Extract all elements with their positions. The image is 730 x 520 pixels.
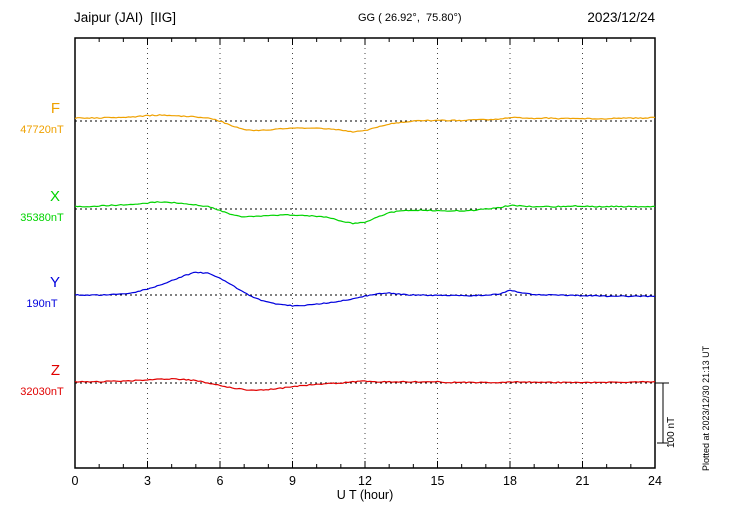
series-label-f: F <box>50 100 60 117</box>
x-tick-label: 21 <box>576 474 590 488</box>
scale-bar-label: 100 nT <box>666 416 677 448</box>
trace-Y <box>74 271 656 307</box>
x-tick-label: 15 <box>431 474 445 488</box>
plot-date: 2023/12/24 <box>587 10 655 25</box>
geographic-coordinates: GG ( 26.92°, 75.80°) <box>358 12 462 24</box>
trace-F <box>74 114 656 133</box>
trace-X <box>74 201 655 225</box>
x-tick-label: 24 <box>648 474 662 488</box>
series-label-y: Y <box>49 274 60 291</box>
plotted-timestamp-note: Plotted at 2023/12/30 21:13 UT <box>701 345 711 471</box>
baseline-value-y: 190nT <box>26 298 58 310</box>
series-label-z: Z <box>50 362 60 379</box>
baseline-value-x: 35380nT <box>20 212 64 224</box>
baseline-value-f: 47720nT <box>20 124 64 136</box>
baseline-value-z: 32030nT <box>20 386 64 398</box>
series-label-x: X <box>49 188 60 205</box>
x-tick-label: 12 <box>358 474 372 488</box>
x-tick-label: 3 <box>144 474 151 488</box>
trace-Z <box>74 378 656 391</box>
x-tick-label: 6 <box>217 474 224 488</box>
x-tick-label: 9 <box>289 474 296 488</box>
station-title: Jaipur (JAI) [IIG] <box>74 10 177 25</box>
x-tick-label: 18 <box>503 474 517 488</box>
x-tick-label: 0 <box>72 474 79 488</box>
x-axis-title: U T (hour) <box>336 488 394 502</box>
